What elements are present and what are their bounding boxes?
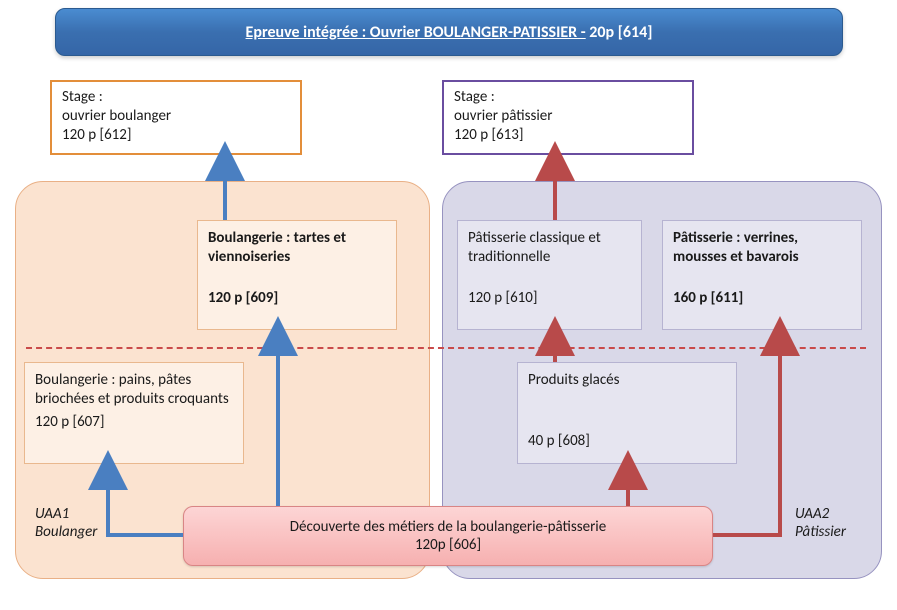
module-value: 40 p [608] [528, 432, 726, 451]
stage-code: 120 p [612] [62, 126, 290, 145]
header-title-rest: 20p [614] [586, 23, 653, 42]
uaa1-label: UAA1 Boulanger [35, 505, 97, 541]
module-title: Boulangerie : tartes et viennoiseries [208, 229, 386, 267]
module-value: 120 p [607] [35, 413, 233, 432]
uaa-line2: Pâtissier [795, 523, 846, 541]
diagram-canvas: Epreuve intégrée : Ouvrier BOULANGER-PAT… [0, 0, 897, 610]
module-value: 120 p [610] [468, 289, 631, 308]
stage-desc: ouvrier pâtissier [454, 107, 682, 126]
dashed-separator [26, 347, 866, 349]
module-610: Pâtisserie classique et traditionnelle 1… [457, 220, 642, 330]
module-606: Découverte des métiers de la boulangerie… [183, 506, 713, 566]
module-title: Boulangerie : pains, pâtes briochées et … [35, 371, 233, 409]
stage-label: Stage : [62, 88, 290, 107]
module-value: 160 p [611] [673, 289, 851, 308]
stage-code: 120 p [613] [454, 126, 682, 145]
stage-patissier: Stage : ouvrier pâtissier 120 p [613] [442, 80, 694, 155]
module-611: Pâtisserie : verrines, mousses et bavaro… [662, 220, 862, 330]
module-609: Boulangerie : tartes et viennoiseries 12… [197, 220, 397, 330]
uaa2-label: UAA2 Pâtissier [795, 505, 846, 541]
stage-label: Stage : [454, 88, 682, 107]
module-607: Boulangerie : pains, pâtes briochées et … [24, 362, 244, 464]
module-title: Pâtisserie classique et traditionnelle [468, 229, 631, 267]
uaa-line2: Boulanger [35, 523, 97, 541]
module-title: Pâtisserie : verrines, mousses et bavaro… [673, 229, 851, 267]
stage-desc: ouvrier boulanger [62, 107, 290, 126]
bottom-value: 120p [606] [415, 536, 481, 554]
uaa-line1: UAA2 [795, 505, 846, 523]
stage-boulanger: Stage : ouvrier boulanger 120 p [612] [50, 80, 302, 155]
header-title-underlined: Epreuve intégrée : Ouvrier BOULANGER-PAT… [246, 23, 586, 42]
uaa-line1: UAA1 [35, 505, 97, 523]
header-bar: Epreuve intégrée : Ouvrier BOULANGER-PAT… [55, 8, 843, 56]
module-title: Produits glacés [528, 371, 726, 390]
module-value: 120 p [609] [208, 289, 386, 308]
module-608: Produits glacés 40 p [608] [517, 362, 737, 464]
bottom-title: Découverte des métiers de la boulangerie… [290, 518, 606, 536]
